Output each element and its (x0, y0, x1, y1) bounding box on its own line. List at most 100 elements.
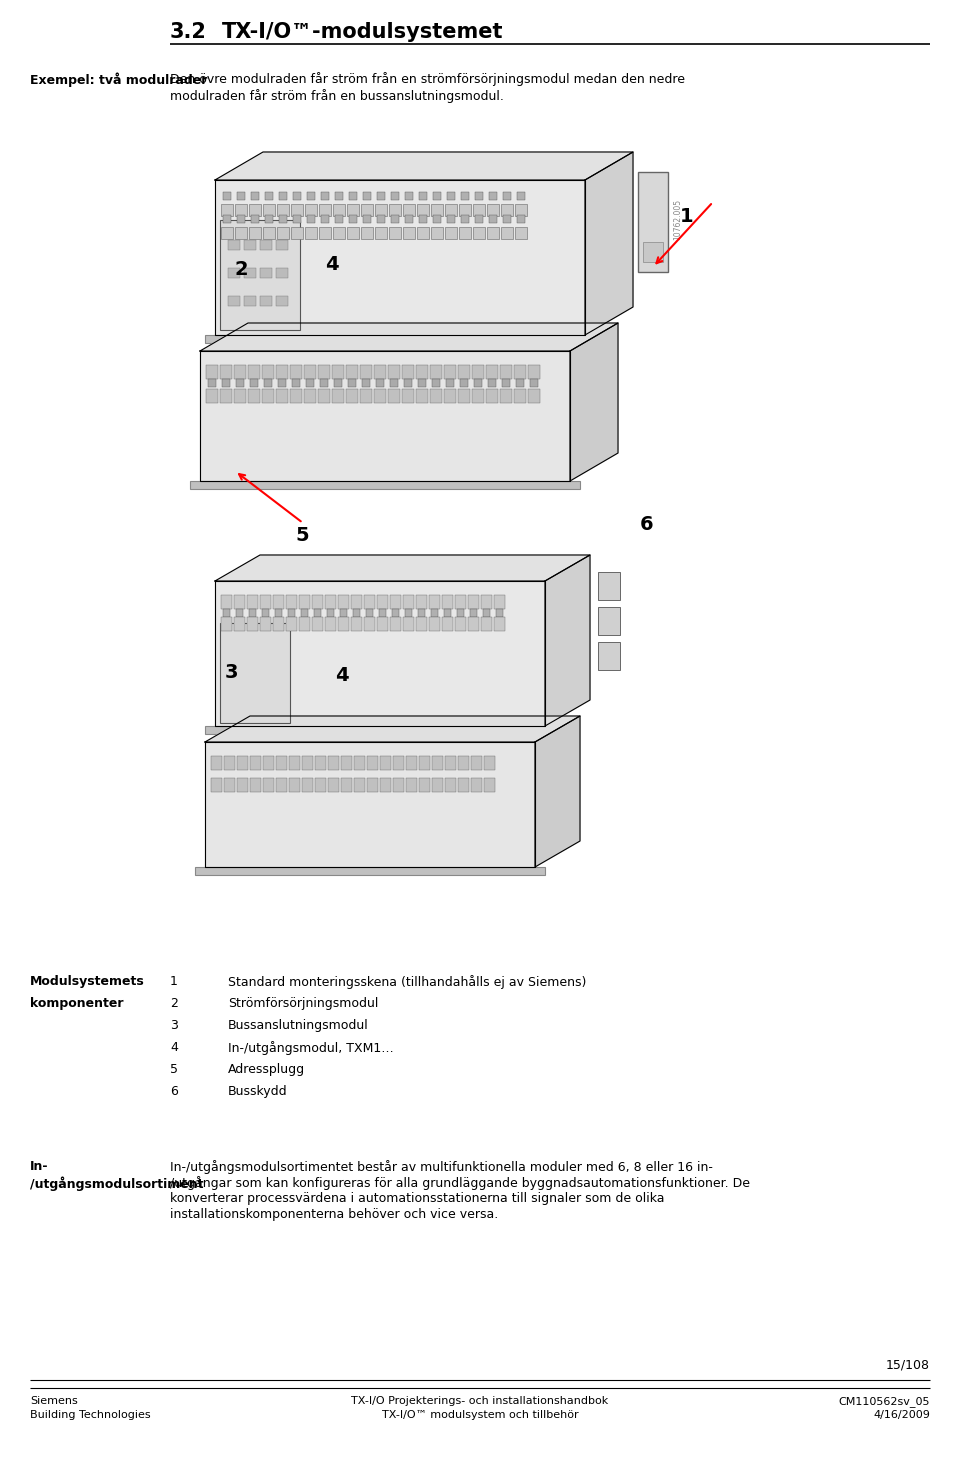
Bar (220, 365, 232, 379)
Text: In-/utgångsmodul, TXM1…: In-/utgångsmodul, TXM1… (228, 1041, 394, 1055)
Bar (470, 609, 477, 617)
Bar (496, 609, 503, 617)
Text: Building Technologies: Building Technologies (30, 1409, 151, 1420)
Bar (405, 192, 413, 200)
Bar (447, 192, 455, 200)
Bar (419, 214, 427, 223)
Bar (517, 214, 525, 223)
Bar (293, 214, 301, 223)
Bar (446, 379, 454, 387)
Bar (286, 595, 297, 609)
Bar (305, 226, 317, 240)
Bar (265, 192, 273, 200)
Bar (429, 595, 440, 609)
Bar (237, 756, 248, 771)
Bar (366, 609, 373, 617)
Bar (290, 365, 302, 379)
Bar (279, 214, 287, 223)
Bar (361, 226, 373, 240)
Bar (445, 756, 456, 771)
Bar (445, 778, 456, 791)
Bar (500, 365, 512, 379)
Bar (351, 617, 362, 632)
Bar (472, 365, 484, 379)
Bar (367, 778, 378, 791)
Bar (276, 778, 287, 791)
Bar (484, 756, 495, 771)
Bar (341, 756, 352, 771)
Bar (433, 214, 441, 223)
Bar (299, 595, 310, 609)
Bar (447, 214, 455, 223)
Bar (251, 192, 259, 200)
Bar (432, 756, 443, 771)
Bar (503, 214, 511, 223)
Bar (489, 214, 497, 223)
Bar (277, 226, 289, 240)
Text: CM110562sv_05: CM110562sv_05 (838, 1396, 930, 1407)
Bar (190, 481, 580, 490)
Bar (442, 617, 453, 632)
Bar (348, 379, 356, 387)
Bar (445, 226, 457, 240)
Bar (333, 204, 345, 216)
Bar (260, 240, 272, 250)
Text: 3: 3 (225, 663, 238, 682)
Bar (263, 756, 274, 771)
Bar (351, 595, 362, 609)
Bar (307, 214, 315, 223)
Bar (228, 240, 240, 250)
Text: 10762.005: 10762.005 (673, 198, 682, 240)
Bar (220, 623, 290, 723)
Bar (334, 379, 342, 387)
Bar (468, 617, 479, 632)
Bar (222, 379, 230, 387)
Bar (638, 172, 668, 272)
Bar (390, 379, 398, 387)
Bar (341, 778, 352, 791)
Bar (312, 595, 323, 609)
Bar (433, 192, 441, 200)
Bar (486, 389, 498, 402)
Bar (349, 214, 357, 223)
Text: TX-I/O™ modulsystem och tillbehör: TX-I/O™ modulsystem och tillbehör (382, 1409, 578, 1420)
Bar (431, 226, 443, 240)
Bar (377, 192, 385, 200)
Bar (299, 617, 310, 632)
Bar (224, 778, 235, 791)
Bar (475, 214, 483, 223)
Bar (249, 204, 261, 216)
Bar (340, 609, 347, 617)
Bar (211, 778, 222, 791)
Polygon shape (215, 581, 545, 726)
Bar (517, 192, 525, 200)
Bar (304, 389, 316, 402)
Bar (392, 609, 399, 617)
Bar (431, 609, 438, 617)
Bar (318, 365, 330, 379)
Bar (249, 609, 256, 617)
Bar (486, 365, 498, 379)
Bar (389, 226, 401, 240)
Bar (249, 226, 261, 240)
Bar (430, 365, 442, 379)
Bar (206, 365, 218, 379)
Bar (291, 226, 303, 240)
Bar (405, 609, 412, 617)
Bar (276, 756, 287, 771)
Bar (236, 379, 244, 387)
Bar (223, 192, 231, 200)
Bar (244, 240, 256, 250)
Bar (503, 192, 511, 200)
Bar (459, 204, 471, 216)
Bar (406, 778, 417, 791)
Bar (262, 389, 274, 402)
Bar (275, 609, 282, 617)
Polygon shape (215, 180, 585, 336)
Bar (262, 609, 269, 617)
Bar (223, 214, 231, 223)
Bar (286, 617, 297, 632)
Bar (432, 379, 440, 387)
Bar (347, 226, 359, 240)
Polygon shape (545, 555, 590, 726)
